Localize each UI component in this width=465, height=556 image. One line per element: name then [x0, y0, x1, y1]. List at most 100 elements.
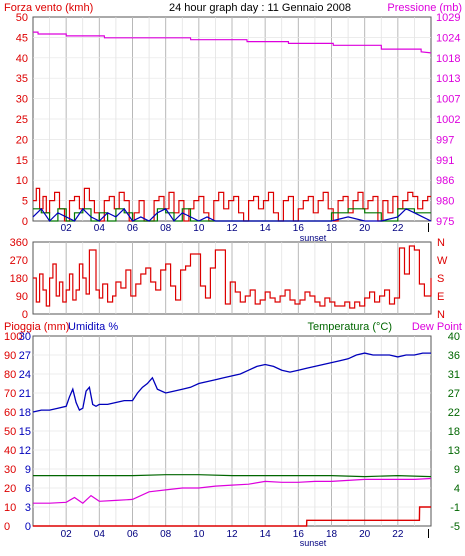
humidity-axis-label: Umidita %: [68, 321, 118, 333]
humidity-tick-label: 27: [19, 350, 31, 362]
rain-line: [33, 506, 431, 527]
x-tick-label: 02: [61, 529, 73, 540]
wind-pressure-panel: 0 5 10 15 20 25 30 35 40 45 50 975 980 986 991 997 1002…: [16, 12, 461, 243]
wind-tick-label: 5: [22, 196, 28, 208]
x-tick-label: 22: [392, 223, 404, 234]
pressure-tick-label: 975: [436, 216, 454, 228]
pressure-tick-label: 1007: [436, 94, 460, 106]
x-tick-label: 20: [359, 529, 371, 540]
humidity-tick-label: 0: [25, 521, 31, 533]
rain-tick-label: 60: [4, 407, 16, 419]
wind-tick-label: 10: [16, 175, 28, 187]
rain-tick-label: 10: [4, 502, 16, 514]
x-tick-label: 08: [160, 223, 172, 234]
x-tick-label: 04: [94, 223, 106, 234]
humidity-ticks: 0 3 6 9 12 15 18 21 24 27 30: [19, 331, 31, 533]
wind-tick-label: 40: [16, 53, 28, 65]
humidity-tick-label: 6: [25, 483, 31, 495]
x-tick-label: 10: [193, 223, 205, 234]
x-tick-label: 16: [293, 529, 305, 540]
compass-tick-label: S: [437, 273, 444, 285]
rain-tick-label: 80: [4, 369, 16, 381]
pressure-tick-label: 1013: [436, 73, 460, 85]
wind-tick-label: 30: [16, 94, 28, 106]
wind-pressure-series: [32, 31, 432, 222]
pressure-tick-label: 1002: [436, 114, 460, 126]
pressure-line: [33, 31, 432, 54]
x-tick-label: 18: [326, 223, 338, 234]
x-tick-label: 22: [392, 529, 404, 540]
temperature-tick-label: 27: [448, 388, 460, 400]
compass-tick-label: W: [437, 255, 448, 267]
dewpoint-line: [33, 477, 432, 504]
rain-tick-label: 40: [4, 445, 16, 457]
x-tick-label: 12: [226, 529, 238, 540]
rain-axis-label: Pioggia (mm): [4, 321, 69, 333]
temperature-tick-label: 40: [448, 331, 460, 343]
x-tick-label: 08: [160, 529, 172, 540]
wind-axis-label: Forza vento (kmh): [4, 2, 93, 14]
rain-tick-label: 70: [4, 388, 16, 400]
pressure-ticks: 975 980 986 991 997 1002 1007 1013 1018 1024 1029: [436, 12, 460, 228]
dewpoint-axis-label: Dew Point: [412, 321, 462, 333]
wind-tick-label: 20: [16, 134, 28, 146]
direction-ticks: 0 90 180 270 360: [10, 237, 28, 321]
x-tick-label: 06: [127, 529, 139, 540]
wind-tick-label: 35: [16, 73, 28, 85]
temperature-tick-label: 18: [448, 426, 460, 438]
wind-tick-label: 45: [16, 32, 28, 44]
x-tick-label: 12: [226, 223, 238, 234]
humidity-temperature-grid: [33, 336, 431, 526]
direction-tick-label: 90: [16, 291, 28, 303]
humidity-line: [32, 352, 431, 413]
pressure-tick-label: 1024: [436, 32, 460, 44]
rain-tick-label: 20: [4, 483, 16, 495]
humidity-tick-label: 15: [19, 426, 31, 438]
wind-tick-label: 50: [16, 12, 28, 24]
temperature-tick-label: 13: [448, 445, 460, 457]
pressure-axis-label: Pressione (mb): [387, 2, 462, 14]
pressure-tick-label: 997: [436, 134, 454, 146]
direction-tick-label: 180: [10, 273, 28, 285]
temperature-axis-label: Temperatura (°C): [308, 321, 392, 333]
temperature-tick-label: 4: [454, 483, 460, 495]
rain-tick-label: 90: [4, 350, 16, 362]
wind-pressure-grid: [33, 17, 431, 221]
rain-ticks: 0 10 20 30 40 50 60 70 80 90 100: [4, 331, 22, 533]
pressure-tick-label: 991: [436, 155, 454, 167]
wind-direction-series: [33, 245, 432, 309]
pressure-tick-label: 1029: [436, 12, 460, 24]
temperature-tick-label: 31: [448, 369, 460, 381]
direction-tick-label: 270: [10, 255, 28, 267]
chart-title: 24 hour graph day : 11 Gennaio 2008: [169, 2, 351, 14]
pressure-tick-label: 980: [436, 196, 454, 208]
wind-gust-line: [32, 207, 432, 222]
wind-tick-label: 25: [16, 114, 28, 126]
x-tick-label: 20: [359, 223, 371, 234]
direction-tick-label: 0: [22, 309, 28, 321]
humidity-tick-label: 3: [25, 502, 31, 514]
temperature-line: [33, 474, 432, 478]
wind-ticks: 0 5 10 15 20 25 30 35 40 45 50: [16, 12, 28, 228]
wind-tick-label: 15: [16, 155, 28, 167]
sunset-label-top: sunset: [300, 233, 327, 243]
rain-tick-label: 0: [4, 521, 10, 533]
rain-tick-label: 30: [4, 464, 16, 476]
temperature-tick-label: -1: [450, 502, 460, 514]
wind-average-line: [33, 208, 431, 222]
wind-tick-label: 0: [22, 216, 28, 228]
wind-direction-grid: [49, 242, 415, 314]
x-tick-label: 06: [127, 223, 139, 234]
x-tick-label: 14: [260, 529, 272, 540]
humidity-tick-label: 18: [19, 407, 31, 419]
x-tick-label: 10: [193, 529, 205, 540]
pressure-tick-label: 986: [436, 175, 454, 187]
rain-tick-label: 50: [4, 426, 16, 438]
compass-tick-label: E: [437, 291, 444, 303]
compass-tick-label: N: [437, 237, 445, 249]
